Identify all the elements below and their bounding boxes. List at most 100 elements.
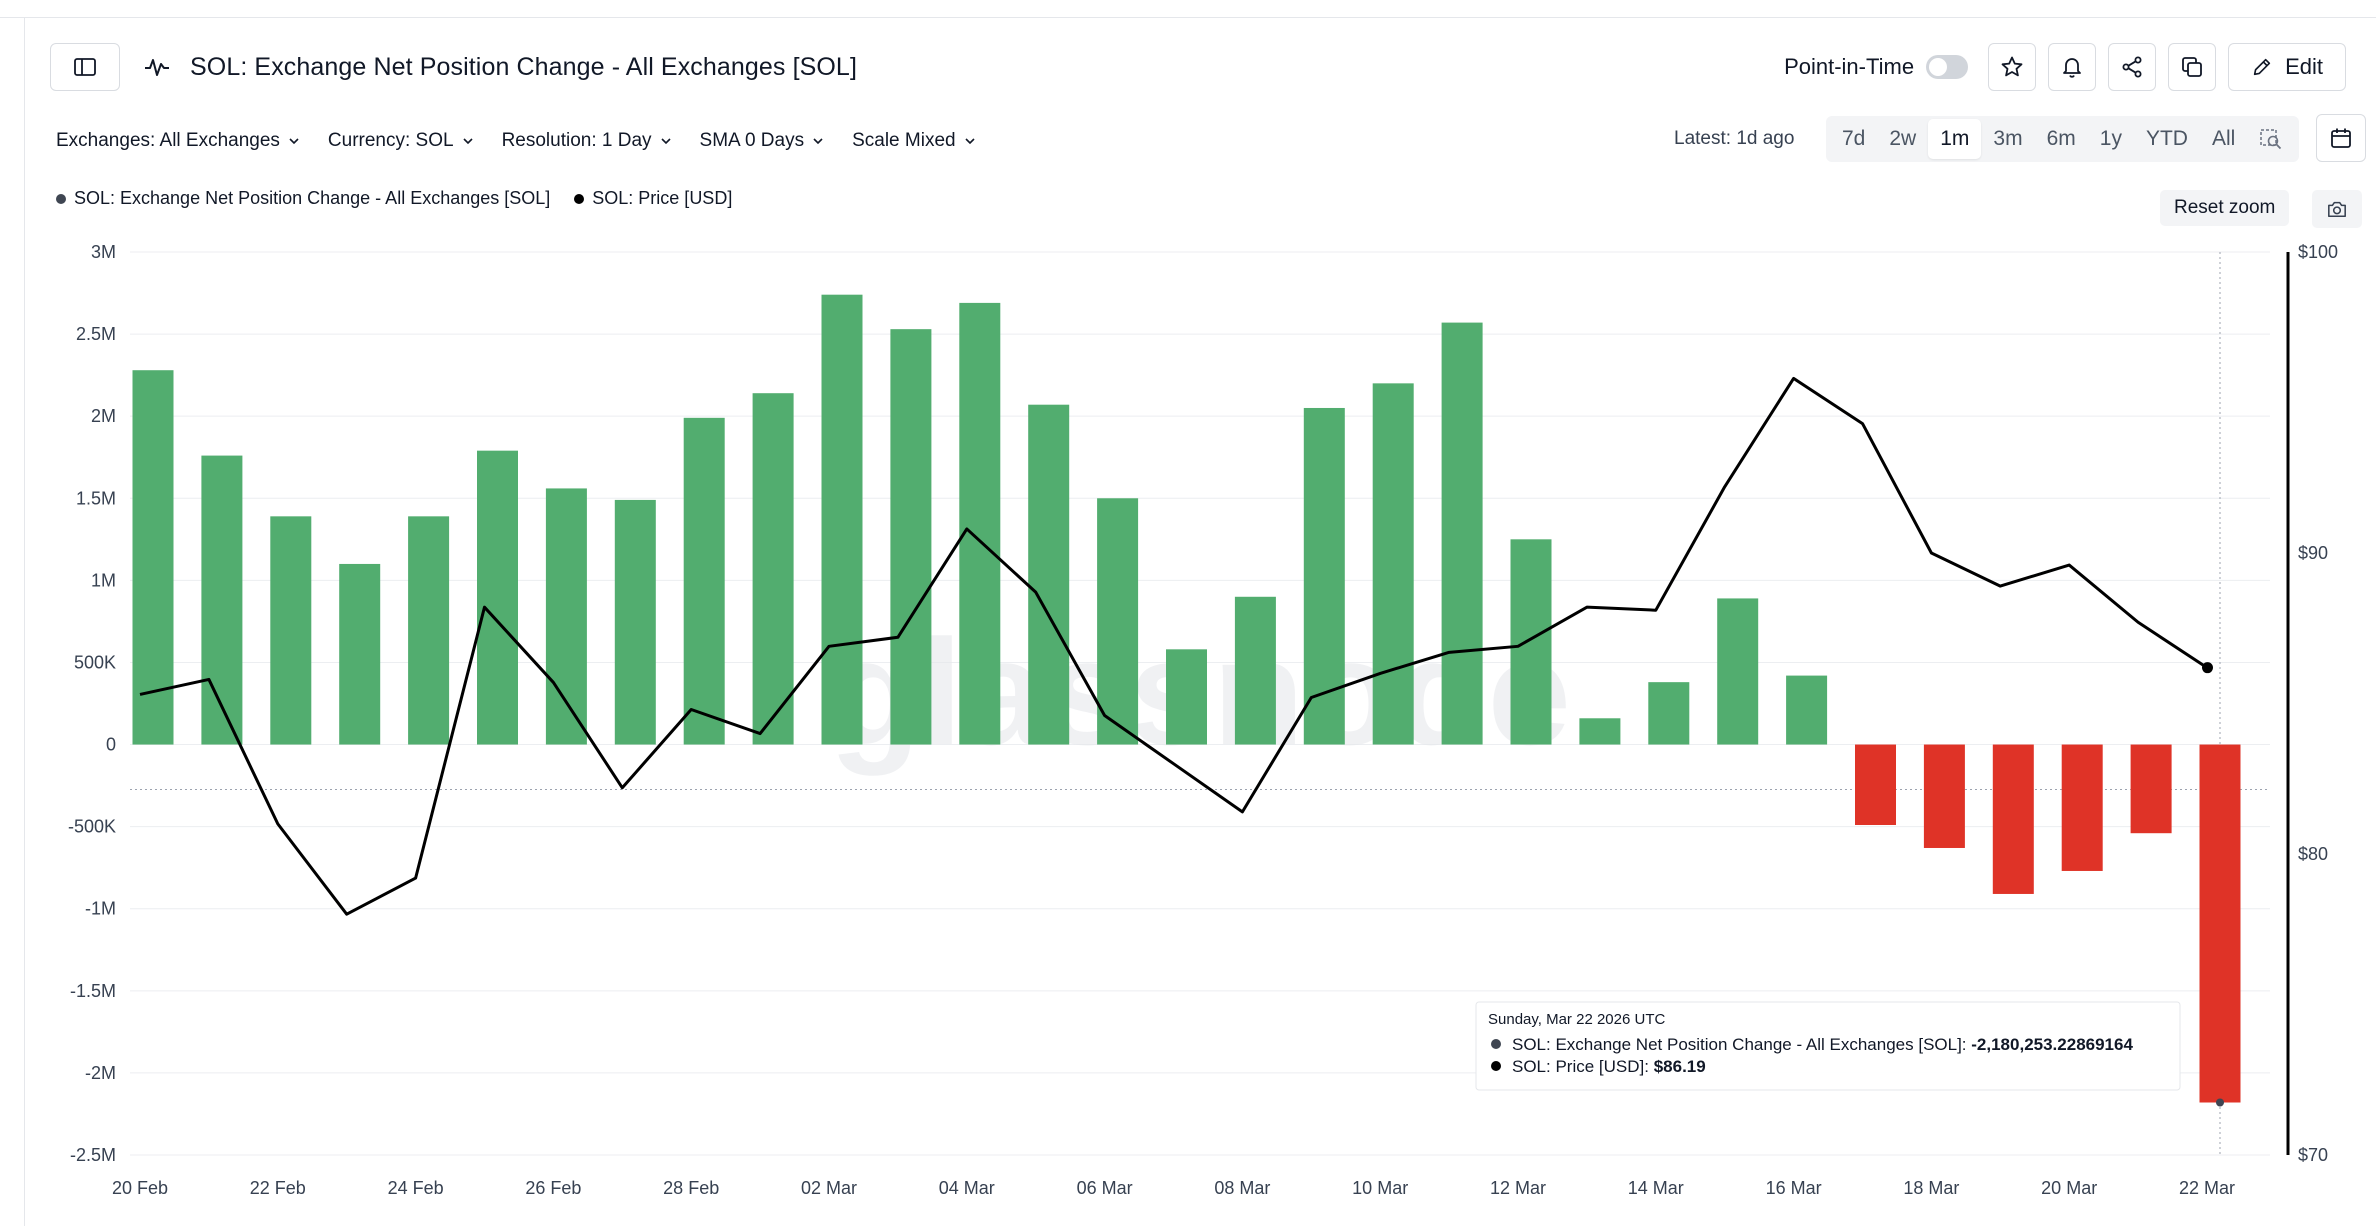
- bar[interactable]: [1992, 744, 2034, 894]
- favorite-button[interactable]: [1988, 43, 2037, 91]
- range-3m[interactable]: 3m: [1993, 127, 2023, 150]
- x-tick-label: 04 Mar: [939, 1178, 995, 1198]
- bar[interactable]: [890, 329, 932, 745]
- bar[interactable]: [1166, 649, 1207, 745]
- exchanges-filter[interactable]: Exchanges: All Exchanges: [56, 130, 300, 152]
- y-left-tick-label: 2.5M: [76, 324, 116, 344]
- zoom-select-button[interactable]: [2247, 119, 2295, 159]
- bar-hover-point: [2216, 1098, 2224, 1107]
- x-tick-label: 20 Feb: [112, 1178, 168, 1198]
- bar[interactable]: [1717, 598, 1759, 745]
- currency-filter[interactable]: Currency: SOL: [328, 130, 474, 152]
- range-7d[interactable]: 7d: [1842, 127, 1866, 150]
- bar[interactable]: [1648, 682, 1690, 745]
- bar[interactable]: [545, 488, 587, 745]
- reset-zoom-button[interactable]: Reset zoom: [2160, 190, 2290, 226]
- edit-button[interactable]: Edit: [2228, 43, 2346, 91]
- y-left-tick-label: -1.5M: [70, 981, 116, 1001]
- tooltip-series-value: -2,180,253.22869164: [1971, 1035, 2133, 1054]
- range-1m[interactable]: 1m: [1928, 119, 1982, 159]
- resolution-filter[interactable]: Resolution: 1 Day: [502, 130, 672, 152]
- tooltip-series-dot: [1491, 1039, 1501, 1049]
- bar[interactable]: [1510, 539, 1552, 745]
- range-ytd[interactable]: YTD: [2145, 127, 2188, 150]
- bar[interactable]: [1579, 718, 1621, 745]
- x-tick-label: 20 Mar: [2041, 1178, 2097, 1198]
- bar[interactable]: [132, 370, 174, 745]
- bar[interactable]: [683, 417, 725, 745]
- bar[interactable]: [339, 563, 381, 745]
- x-tick-label: 26 Feb: [525, 1178, 581, 1198]
- left-divider: [24, 18, 25, 1226]
- y-left-tick-label: -500K: [68, 817, 116, 837]
- range-all[interactable]: All: [2211, 127, 2236, 150]
- bar[interactable]: [1786, 675, 1828, 745]
- x-tick-label: 22 Feb: [250, 1178, 306, 1198]
- sma-filter-label: SMA 0 Days: [699, 130, 805, 151]
- bar[interactable]: [201, 455, 243, 745]
- bar[interactable]: [1234, 596, 1276, 745]
- chevron-down-icon: [813, 138, 823, 145]
- tooltip-price-value: $86.19: [1654, 1057, 1706, 1076]
- bar[interactable]: [1855, 744, 1896, 825]
- x-tick-label: 24 Feb: [388, 1178, 444, 1198]
- header-actions: Point-in-Time Edit: [1784, 42, 2346, 92]
- screenshot-button[interactable]: [2312, 190, 2362, 228]
- bar[interactable]: [2061, 744, 2103, 871]
- bar[interactable]: [1028, 404, 1070, 745]
- bar[interactable]: [2130, 744, 2172, 834]
- bar[interactable]: [1097, 498, 1139, 745]
- x-tick-label: 28 Feb: [663, 1178, 719, 1198]
- bar[interactable]: [408, 516, 450, 745]
- calendar-button[interactable]: [2316, 114, 2366, 162]
- legend-label-netpos: SOL: Exchange Net Position Change - All …: [74, 188, 551, 208]
- copy-icon: [2182, 57, 2202, 77]
- bar[interactable]: [1923, 744, 1965, 848]
- x-tick-label: 12 Mar: [1490, 1178, 1546, 1198]
- camera-icon: [2328, 201, 2346, 218]
- bar[interactable]: [752, 393, 794, 745]
- y-right-tick-label: $100: [2298, 242, 2338, 262]
- chart-tooltip: Sunday, Mar 22 2026 UTC SOL: Exchange Net…: [1475, 1001, 2181, 1091]
- chevron-down-icon: [463, 138, 473, 145]
- point-in-time-toggle[interactable]: [1926, 55, 1969, 79]
- bar[interactable]: [959, 302, 1001, 745]
- bar[interactable]: [614, 499, 656, 745]
- legend-item-price[interactable]: SOL: Price [USD]: [574, 188, 732, 209]
- y-left-tick-label: -1M: [85, 899, 116, 919]
- chart-legend: SOL: Exchange Net Position Change - All …: [56, 188, 732, 209]
- resolution-filter-label: Resolution: 1 Day: [501, 130, 652, 151]
- alert-button[interactable]: [2048, 43, 2097, 91]
- bar-series-netpos: [132, 294, 2241, 1103]
- sidebar-toggle-button[interactable]: [50, 43, 120, 91]
- bar[interactable]: [2199, 744, 2241, 1103]
- bar[interactable]: [477, 450, 518, 745]
- x-tick-label: 14 Mar: [1628, 1178, 1684, 1198]
- range-1y[interactable]: 1y: [2099, 127, 2122, 150]
- x-axis: 20 Feb 22 Feb 24 Feb 26 Feb 28 Feb 02 Mar 04 M…: [112, 1178, 2235, 1198]
- legend-item-netpos[interactable]: SOL: Exchange Net Position Change - All …: [56, 188, 550, 209]
- range-6m[interactable]: 6m: [2046, 127, 2076, 150]
- y-left-tick-label: 1.5M: [76, 488, 116, 508]
- x-tick-label: 06 Mar: [1077, 1178, 1133, 1198]
- line-series-price: [139, 376, 2224, 1107]
- y-left-tick-label: 2M: [91, 406, 116, 426]
- legend-dot: [56, 193, 66, 204]
- range-2w[interactable]: 2w: [1889, 127, 1917, 150]
- exchanges-filter-label: Exchanges: All Exchanges: [56, 130, 280, 151]
- y-left-tick-label: 3M: [91, 242, 116, 262]
- bar[interactable]: [1441, 322, 1483, 745]
- x-tick-label: 16 Mar: [1766, 1178, 1822, 1198]
- price-line[interactable]: [139, 376, 2208, 916]
- legend-label-price: SOL: Price [USD]: [592, 188, 733, 208]
- bar[interactable]: [1372, 383, 1414, 745]
- bar[interactable]: [821, 294, 863, 745]
- x-tick-label: 22 Mar: [2179, 1178, 2235, 1198]
- scale-filter-label: Scale Mixed: [852, 130, 956, 151]
- tooltip-price-dot: [1491, 1061, 1501, 1071]
- sma-filter[interactable]: SMA 0 Days: [700, 130, 825, 152]
- scale-filter[interactable]: Scale Mixed: [852, 130, 976, 152]
- share-button[interactable]: [2108, 43, 2157, 91]
- duplicate-button[interactable]: [2168, 43, 2217, 91]
- bar[interactable]: [270, 516, 312, 745]
